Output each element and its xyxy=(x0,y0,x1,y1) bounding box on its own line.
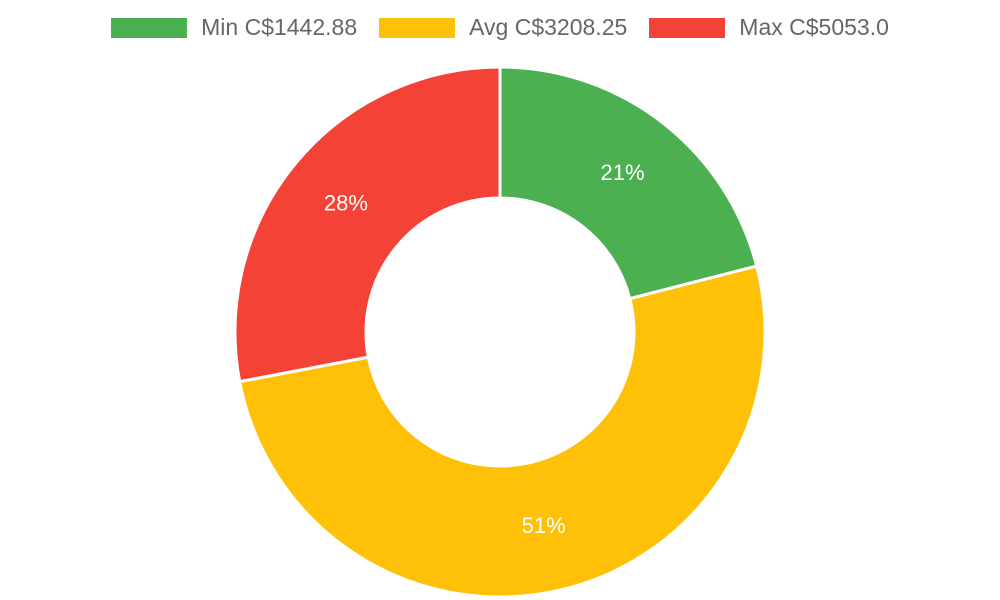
legend-label-min: Min C$1442.88 xyxy=(201,14,358,40)
slice-label-min: 21% xyxy=(601,160,645,185)
chart-legend: Min C$1442.88 Avg C$3208.25 Max C$5053.0 xyxy=(0,14,1000,41)
legend-swatch-avg xyxy=(379,17,456,38)
slice-label-avg: 51% xyxy=(522,513,566,538)
legend-swatch-max xyxy=(649,17,726,38)
slice-min[interactable] xyxy=(498,65,759,301)
legend-item-max[interactable]: Max C$5053.0 xyxy=(649,14,889,41)
legend-label-max: Max C$5053.0 xyxy=(739,14,889,40)
legend-swatch-min xyxy=(111,17,188,38)
legend-item-avg[interactable]: Avg C$3208.25 xyxy=(379,14,627,41)
slice-max[interactable] xyxy=(233,65,502,384)
legend-item-min[interactable]: Min C$1442.88 xyxy=(111,14,357,41)
slice-avg[interactable] xyxy=(237,264,767,599)
legend-label-avg: Avg C$3208.25 xyxy=(469,14,628,40)
slice-label-max: 28% xyxy=(324,190,368,215)
